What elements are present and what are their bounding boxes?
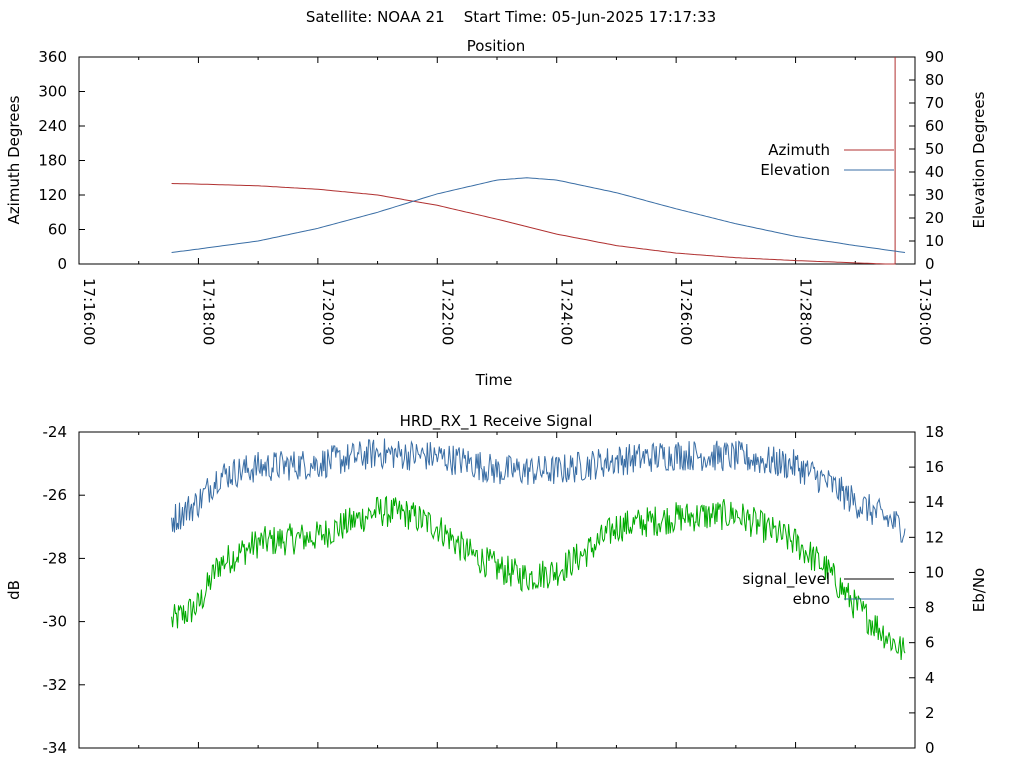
position-y-left-tick-label: 0 — [57, 255, 67, 273]
position-x-tick-label: 17:26:00 — [677, 278, 695, 345]
signal-y-right-tick-label: 10 — [925, 563, 944, 581]
position-y-right-label: Elevation Degrees — [970, 91, 988, 228]
signal-y-left-tick-label: -28 — [43, 549, 68, 567]
signal-series-ebno — [171, 438, 906, 543]
position-y-left-tick-label: 120 — [38, 186, 67, 204]
position-y-left-tick-label: 60 — [48, 221, 67, 239]
position-y-left-label: Azimuth Degrees — [5, 95, 23, 224]
signal-y-right-tick-label: 16 — [925, 458, 944, 476]
signal-y-right-tick-label: 0 — [925, 739, 935, 757]
position-y-right-tick-label: 80 — [925, 71, 944, 89]
position-y-right-tick-label: 50 — [925, 140, 944, 158]
signal-y-left-label: dB — [5, 580, 23, 600]
position-legend: Azimuth Elevation — [760, 141, 894, 179]
position-y-left-tick-label: 240 — [38, 117, 67, 135]
signal-y-left-tick-label: -34 — [43, 739, 68, 757]
position-legend-label: Elevation — [760, 161, 830, 179]
signal-y-right-tick-label: 4 — [925, 669, 935, 687]
signal-y-left-tick-label: -30 — [43, 613, 68, 631]
position-y-right-tick-label: 10 — [925, 232, 944, 250]
signal-y-right-tick-label: 8 — [925, 599, 935, 617]
signal-chart-title: HRD_RX_1 Receive Signal — [400, 412, 593, 431]
position-y-right-tick-label: 20 — [925, 209, 944, 227]
position-y-right-tick-label: 30 — [925, 186, 944, 204]
position-x-label: Time — [475, 371, 513, 389]
signal-y-left-tick-label: -26 — [43, 486, 68, 504]
position-x-tick-label: 17:16:00 — [80, 278, 98, 345]
position-x-tick-label: 17:28:00 — [797, 278, 815, 345]
signal-y-right-tick-label: 14 — [925, 493, 944, 511]
position-chart: Position 0 60 120 180 240 300 360 0 10 20 30 40 50 60… — [5, 37, 988, 389]
position-y-right-tick-label: 70 — [925, 94, 944, 112]
position-y-left-tick-label: 180 — [38, 152, 67, 170]
signal-legend-label: signal_level — [742, 570, 830, 589]
position-x-tick-label: 17:30:00 — [916, 278, 934, 345]
position-ticks: 0 60 120 180 240 300 360 0 10 20 30 40 50 60 70 80 90 17:… — [38, 48, 944, 345]
signal-y-right-tick-label: 2 — [925, 704, 935, 722]
signal-chart: HRD_RX_1 Receive Signal -34-32-30-28-26-… — [5, 412, 988, 757]
signal-y-right-tick-label: 18 — [925, 423, 944, 441]
position-series-elevation — [171, 177, 906, 253]
position-y-right-tick-label: 40 — [925, 163, 944, 181]
figure-title: Satellite: NOAA 21 Start Time: 05-Jun-20… — [306, 8, 716, 26]
position-series — [171, 57, 906, 265]
signal-y-right-label: Eb/No — [970, 568, 988, 612]
position-x-tick-label: 17:22:00 — [438, 278, 456, 345]
signal-y-left-tick-label: -24 — [43, 423, 68, 441]
signal-ticks: -34 -32 -30 -28 -26 -24 0 2 4 6 8 10 12 14 16 18 — [43, 423, 945, 757]
position-y-right-tick-label: 60 — [925, 117, 944, 135]
position-legend-label: Azimuth — [768, 141, 830, 159]
position-series-azimuth — [171, 57, 896, 265]
position-x-tick-label: 17:18:00 — [199, 278, 217, 345]
signal-y-right-tick-label: 12 — [925, 528, 944, 546]
signal-plot-frame — [78, 431, 916, 749]
position-x-tick-label: 17:24:00 — [558, 278, 576, 345]
signal-series-signal-level — [171, 495, 906, 661]
position-y-right-tick-label: 0 — [925, 255, 935, 273]
signal-y-left-tick-label: -32 — [43, 676, 68, 694]
position-x-tick-label: 17:20:00 — [319, 278, 337, 345]
signal-y-right-tick-label: 6 — [925, 634, 935, 652]
signal-legend-label: ebno — [793, 590, 830, 608]
position-y-left-tick-label: 300 — [38, 83, 67, 101]
position-y-left-tick-label: 360 — [38, 48, 67, 66]
position-y-right-tick-label: 90 — [925, 48, 944, 66]
signal-series — [171, 438, 906, 661]
position-chart-title: Position — [467, 37, 525, 55]
